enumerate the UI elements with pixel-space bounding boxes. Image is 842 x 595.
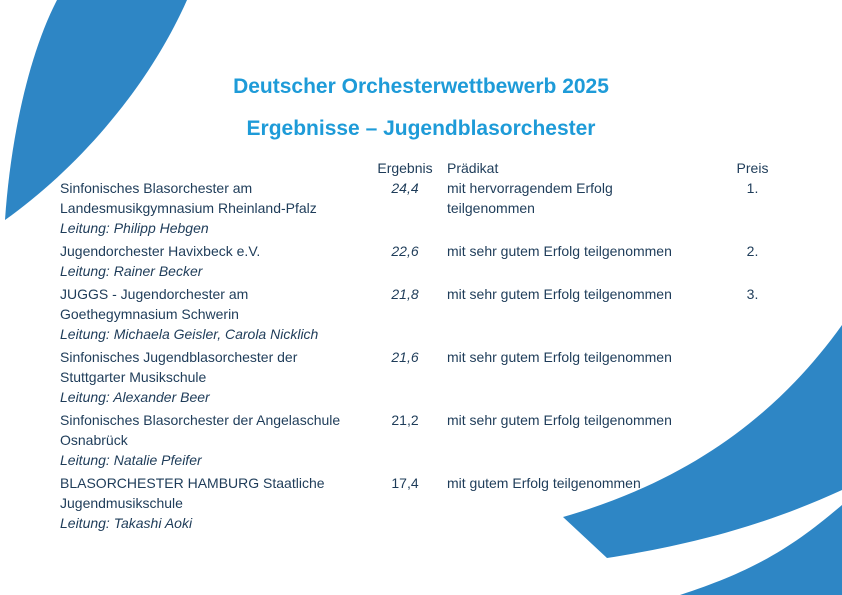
ergebnis-value: 24,4 (391, 180, 419, 196)
preis-value: 2. (746, 243, 759, 259)
preis-value (705, 473, 800, 533)
results-table-header: Ergebnis Prädikat Preis (60, 158, 800, 178)
ergebnis-value: 22,6 (391, 243, 419, 259)
orchestra-cell: BLASORCHESTER HAMBURG Staatliche Jugendm… (60, 473, 363, 533)
orchestra-leitung: Leitung: Takashi Aoki (60, 515, 193, 531)
praedikat-value: mit sehr gutem Erfolg teilgenommen (447, 349, 672, 365)
orchestra-leitung: Leitung: Natalie Pfeifer (60, 452, 202, 468)
ergebnis-value: 21,8 (391, 286, 419, 302)
ergebnis-value: 17,4 (391, 475, 419, 491)
orchestra-cell: JUGGS - Jugendorchester am Goethegymnasi… (60, 284, 363, 344)
table-row: BLASORCHESTER HAMBURG Staatliche Jugendm… (60, 473, 800, 533)
orchestra-cell: Sinfonisches Jugendblasorchester der Stu… (60, 347, 363, 407)
praedikat-value: mit sehr gutem Erfolg teilgenommen (447, 243, 672, 259)
table-row: Jugendorchester Havixbeck e.V. Leitung: … (60, 241, 800, 281)
orchestra-name: JUGGS - Jugendorchester am Goethegymnasi… (60, 286, 249, 322)
orchestra-leitung: Leitung: Philipp Hebgen (60, 220, 209, 236)
orchestra-name: Jugendorchester Havixbeck e.V. (60, 243, 261, 259)
column-header-orchestra (60, 158, 363, 178)
preis-value (705, 410, 800, 470)
praedikat-value: mit sehr gutem Erfolg teilgenommen (447, 286, 672, 302)
results-table-body: Sinfonisches Blasorchester am Landesmusi… (60, 178, 800, 533)
table-row: Sinfonisches Jugendblasorchester der Stu… (60, 347, 800, 407)
ergebnis-value: 21,6 (391, 349, 419, 365)
praedikat-value: mit hervorragendem Erfolg teilgenommen (447, 180, 613, 216)
preis-value: 3. (746, 286, 759, 302)
praedikat-value: mit sehr gutem Erfolg teilgenommen (447, 412, 672, 428)
orchestra-cell: Sinfonisches Blasorchester der Angelasch… (60, 410, 363, 470)
praedikat-value: mit gutem Erfolg teilgenommen (447, 475, 641, 491)
table-row: Sinfonisches Blasorchester am Landesmusi… (60, 178, 800, 238)
table-row: JUGGS - Jugendorchester am Goethegymnasi… (60, 284, 800, 344)
page-subtitle: Ergebnisse – Jugendblasorchester (246, 117, 596, 140)
orchestra-leitung: Leitung: Rainer Becker (60, 263, 203, 279)
column-header-praedikat: Prädikat (447, 160, 499, 176)
orchestra-name: Sinfonisches Blasorchester am Landesmusi… (60, 180, 317, 216)
preis-value: 1. (746, 180, 759, 196)
column-header-preis: Preis (736, 160, 769, 176)
preis-value (705, 347, 800, 407)
results-table: Ergebnis Prädikat Preis Sinfonisches Bla… (60, 158, 800, 536)
orchestra-name: Sinfonisches Blasorchester der Angelasch… (60, 412, 341, 448)
column-header-ergebnis: Ergebnis (377, 160, 433, 176)
orchestra-leitung: Leitung: Michaela Geisler, Carola Nickli… (60, 326, 319, 342)
ergebnis-value: 21,2 (391, 412, 419, 428)
orchestra-name: BLASORCHESTER HAMBURG Staatliche Jugendm… (60, 475, 325, 511)
orchestra-name: Sinfonisches Jugendblasorchester der Stu… (60, 349, 298, 385)
orchestra-leitung: Leitung: Alexander Beer (60, 389, 210, 405)
page-title: Deutscher Orchesterwettbewerb 2025 (233, 75, 609, 98)
orchestra-cell: Jugendorchester Havixbeck e.V. Leitung: … (60, 241, 363, 281)
orchestra-cell: Sinfonisches Blasorchester am Landesmusi… (60, 178, 363, 238)
table-row: Sinfonisches Blasorchester der Angelasch… (60, 410, 800, 470)
